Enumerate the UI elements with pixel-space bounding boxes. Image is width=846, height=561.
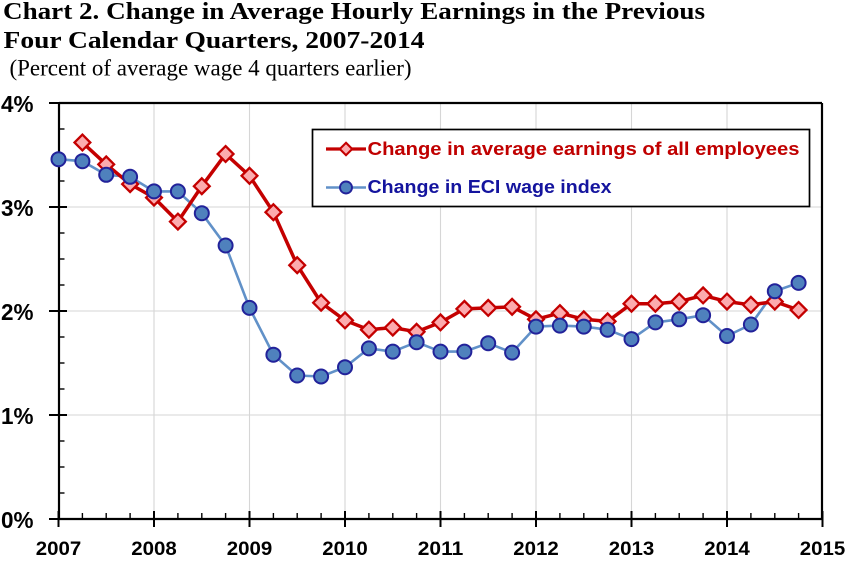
svg-text:2010: 2010 <box>322 538 368 556</box>
svg-text:4%: 4% <box>1 91 34 117</box>
svg-text:2011: 2011 <box>418 538 464 556</box>
svg-text:2009: 2009 <box>227 538 273 556</box>
svg-text:1%: 1% <box>1 403 34 429</box>
svg-text:(Percent of average wage 4 qua: (Percent of average wage 4 quarters earl… <box>10 56 412 81</box>
svg-text:2013: 2013 <box>609 538 655 556</box>
svg-text:Chart 2. Change in Average Hou: Chart 2. Change in Average Hourly Earnin… <box>3 0 705 25</box>
svg-text:0%: 0% <box>1 507 34 533</box>
svg-text:Change in average earnings of: Change in average earnings of all employ… <box>368 139 800 159</box>
svg-text:2012: 2012 <box>513 538 559 556</box>
svg-text:2007: 2007 <box>36 538 82 556</box>
svg-text:Change in ECI wage index: Change in ECI wage index <box>368 177 612 197</box>
svg-text:2015: 2015 <box>800 538 846 556</box>
svg-text:2014: 2014 <box>704 538 750 556</box>
svg-text:2%: 2% <box>1 299 34 325</box>
svg-text:2008: 2008 <box>131 538 177 556</box>
svg-text:3%: 3% <box>1 195 34 221</box>
svg-text:Four Calendar Quarters, 2007-2: Four Calendar Quarters, 2007-2014 <box>4 27 425 54</box>
